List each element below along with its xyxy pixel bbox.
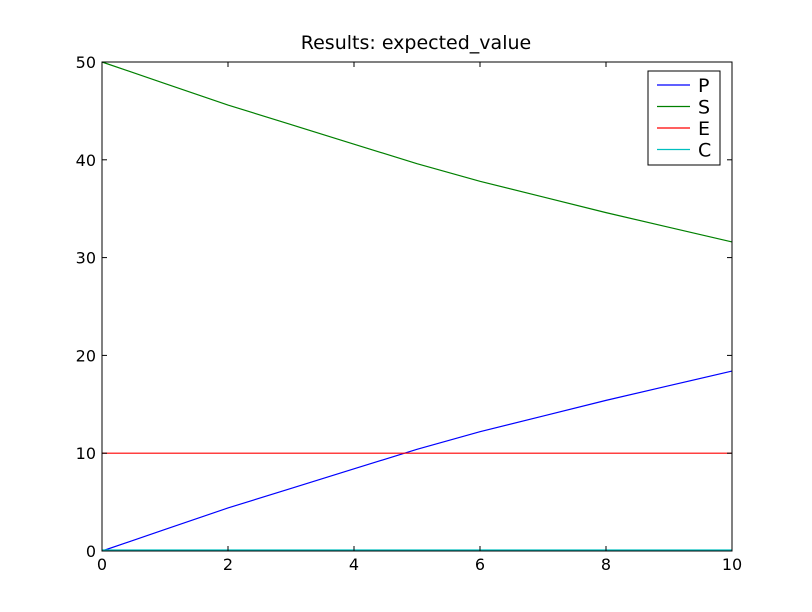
plot-frame [101,61,733,552]
x-tick-label: 8 [601,555,611,574]
y-tick-label: 50 [76,53,96,72]
legend-label-C: C [698,140,711,162]
x-tick-label: 4 [349,555,359,574]
y-tick-label: 40 [76,151,96,170]
x-tick-label: 0 [97,555,107,574]
legend-label-E: E [698,118,710,140]
legend-label-S: S [698,97,710,119]
x-tick-label: 10 [722,555,742,574]
y-tick-label: 20 [76,346,96,365]
x-tick-label: 2 [223,555,233,574]
y-tick-label: 30 [76,249,96,268]
chart-title: Results: expected_value [301,32,531,54]
x-tick-label: 6 [475,555,485,574]
series-line-S [101,61,733,243]
series-line-P [101,370,733,552]
legend-label-P: P [698,75,709,97]
y-tick-label: 0 [86,542,96,561]
y-tick-label: 10 [76,444,96,463]
